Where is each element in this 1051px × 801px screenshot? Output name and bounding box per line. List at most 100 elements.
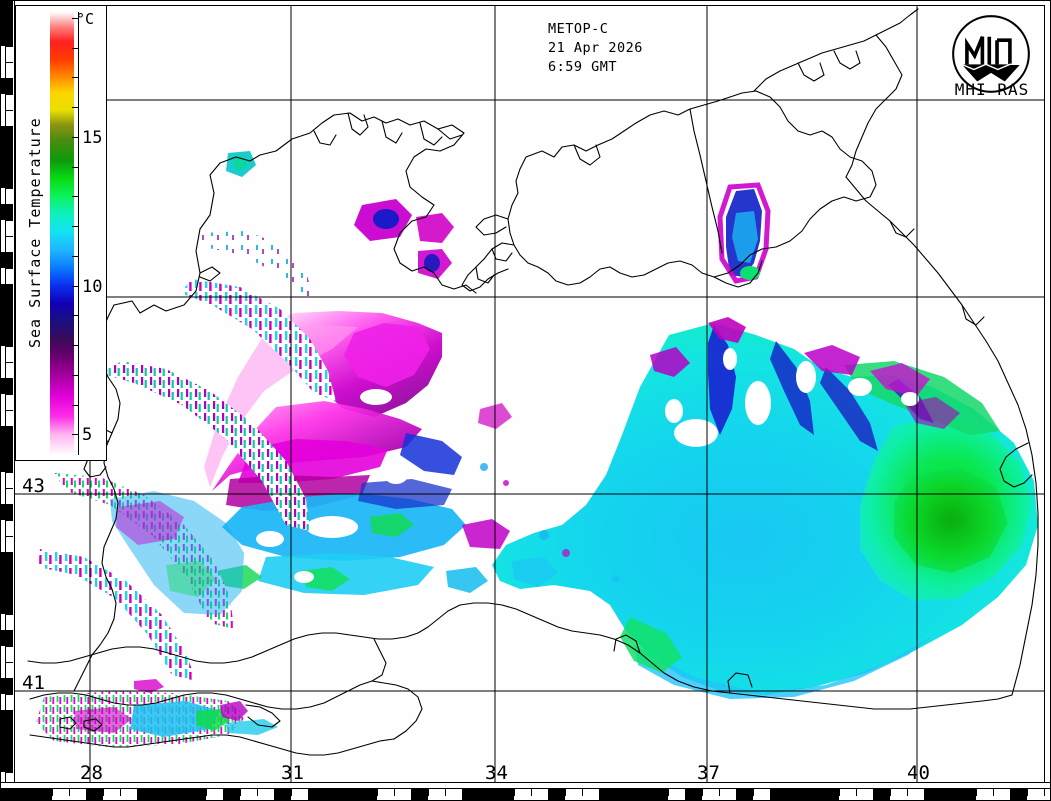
tick-rule (822, 788, 823, 796)
tick-segment (0, 756, 13, 772)
tick-rule (5, 710, 13, 711)
tick-rule (377, 788, 378, 796)
sst-shelf-cyan2 (258, 553, 434, 595)
sst-west-coast-mag (116, 501, 184, 545)
tick-rule (52, 788, 53, 796)
lon-label-37: 37 (697, 762, 720, 784)
colorbar-tick-12 (72, 226, 79, 228)
tick-segment (360, 788, 377, 800)
sst-shelf-blue-edge (400, 433, 462, 475)
tick-rule (5, 488, 13, 489)
colorbar-tick-13 (72, 196, 79, 198)
speckle-2 (503, 480, 509, 486)
sst-nw-plume-core (344, 323, 430, 387)
acquisition-stamp: METOP-C 21 Apr 2026 6:59 GMT (548, 21, 643, 75)
coast-sochi (961, 304, 985, 326)
tick-rule (240, 788, 241, 796)
shelf-hole-1 (306, 516, 358, 538)
sst-map-canvas[interactable] (14, 5, 1045, 783)
tick-segment (822, 788, 839, 800)
lon-label-31: 31 (281, 762, 304, 784)
sst-patch-w1 (462, 519, 510, 549)
sst-cloudedge-north2 (804, 345, 860, 375)
tick-segment (0, 788, 52, 800)
shelf-hole-2 (256, 531, 284, 547)
tick-rule (5, 694, 13, 695)
tick-rule (120, 788, 121, 796)
sst-cloudedge-north (708, 317, 746, 343)
tick-segment (0, 284, 13, 330)
tick-segment (0, 552, 13, 568)
coast-sinop (613, 634, 641, 654)
graticule (14, 5, 1045, 783)
coast-crimea (507, 90, 877, 286)
sst-kerch-cyan (732, 211, 758, 263)
coast-tarkhankut (475, 214, 509, 236)
tick-rule (257, 788, 258, 796)
tick-rule (5, 394, 13, 395)
tick-rule (411, 788, 412, 796)
cloud-hole-5 (901, 392, 919, 406)
tick-rule (5, 78, 13, 79)
tick-segment (0, 710, 13, 756)
shelf-hole-5 (294, 571, 314, 583)
tick-rule (445, 788, 446, 796)
coast-arabat (689, 108, 723, 254)
tick-segment (0, 142, 13, 188)
tick-rule (1044, 788, 1045, 796)
colorbar-tick-9 (72, 315, 79, 317)
swath-edge-low3 (38, 549, 196, 681)
logo-label: MHI RAS (954, 80, 1030, 99)
mhi-ras-logo-icon (952, 15, 1030, 93)
colorbar-tick-14 (72, 166, 79, 168)
tick-segment (0, 568, 13, 614)
sst-filament-2 (770, 341, 814, 435)
coast-azov-inner (833, 50, 861, 70)
colorbar-tick-17 (72, 77, 79, 79)
tick-segment (0, 252, 13, 268)
lat-label-41: 41 (22, 672, 45, 694)
speckle-1 (480, 463, 488, 471)
tick-segment (411, 788, 428, 800)
coast-crimea-bay1 (491, 248, 513, 262)
tick-segment (154, 788, 206, 800)
speckle-4 (562, 549, 570, 557)
tick-rule (5, 330, 13, 331)
tick-rule (428, 788, 429, 796)
tick-rule (5, 220, 13, 221)
tick-rule (582, 788, 583, 796)
tick-rule (5, 410, 13, 411)
sst-filament-3 (820, 367, 878, 451)
lon-label-40: 40 (907, 762, 930, 784)
sst-patch-n1-core (373, 209, 399, 229)
tick-rule (599, 788, 600, 796)
tick-rule (5, 536, 13, 537)
tick-segment (308, 788, 360, 800)
tick-rule (394, 788, 395, 796)
lon-label-34: 34 (485, 762, 508, 784)
tick-rule (668, 788, 669, 796)
colorbar-panel: Sea Surface Temperature °C 5 10 15 (15, 5, 107, 461)
tick-segment (0, 204, 13, 220)
sst-shelf-green-1 (300, 567, 350, 591)
tick-rule (462, 788, 463, 796)
tick-segment (685, 788, 702, 800)
tick-rule (5, 772, 13, 773)
tick-segment (1010, 788, 1027, 800)
tick-rule (5, 236, 13, 237)
tick-rule (5, 268, 13, 269)
sst-marmara-tail (226, 719, 278, 735)
coast-bosph-mouth (371, 638, 387, 682)
sst-patch-n2 (416, 213, 454, 243)
coast-danube-detail (199, 266, 221, 282)
lon-label-28: 28 (80, 762, 103, 784)
coast-crimea-west (461, 242, 515, 292)
left-tick-border (0, 0, 15, 801)
tick-segment (0, 378, 13, 394)
tick-segment (0, 630, 13, 646)
tick-rule (5, 126, 13, 127)
colorbar-tick-5 (72, 434, 79, 436)
tick-segment (0, 678, 13, 694)
colorbar-tick-18 (72, 47, 79, 49)
